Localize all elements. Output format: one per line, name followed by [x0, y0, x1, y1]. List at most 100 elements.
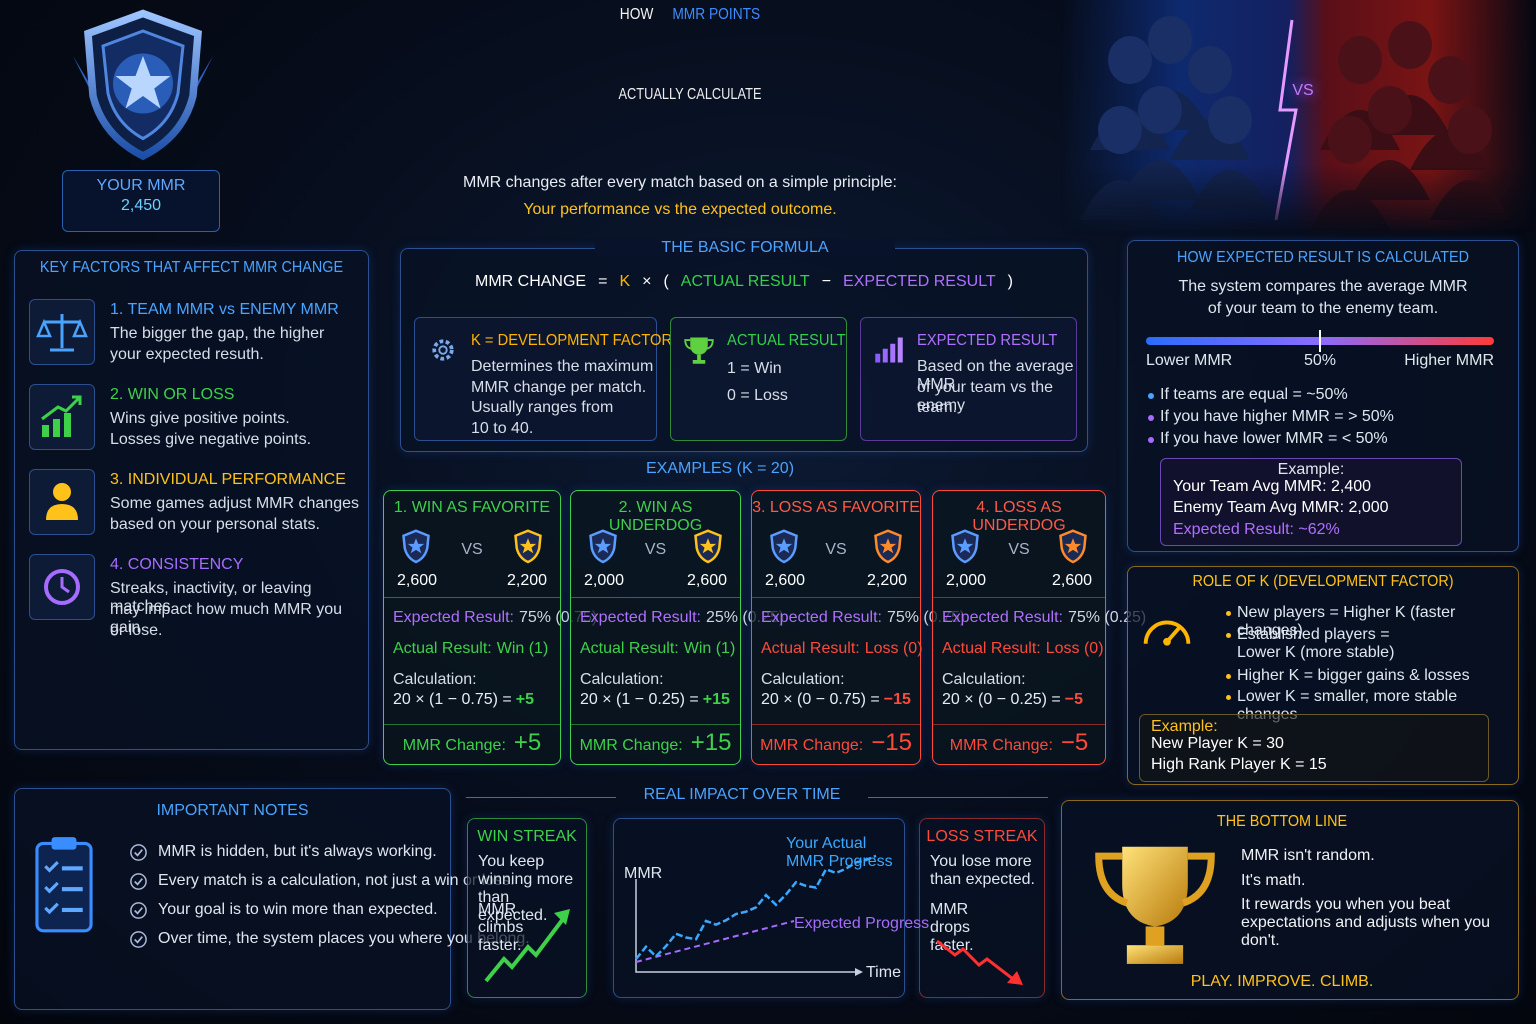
team-mmr: 2,600	[396, 572, 438, 589]
decor	[438, 345, 448, 355]
title-word: HOW	[619, 6, 654, 23]
decor	[1064, 538, 1082, 554]
key-factors-panel: KEY FACTORS THAT AFFECT MMR CHANGE 1. TEA…	[14, 250, 369, 750]
formula-box-text: Determines the maximum	[471, 358, 654, 375]
equation-part: ×	[642, 273, 652, 290]
streak-arrow	[478, 899, 578, 989]
impact-chart-panel: Your Actual MMR Progress Expected Progres…	[613, 818, 929, 998]
equation-part: EXPECTED RESULT	[843, 273, 996, 290]
formula-box-text: 1 = Win	[727, 360, 782, 377]
panel-text: of your team to the enemy team.	[1207, 300, 1439, 317]
rank-icon	[945, 527, 985, 567]
expected-row-label: Expected Result:	[393, 609, 514, 626]
decor	[697, 355, 701, 360]
decor	[1428, 56, 1472, 104]
decor	[44, 569, 80, 605]
note-text: MMR is hidden, but it's always working.	[158, 843, 437, 860]
example-card: 3. LOSS AS FAVORITE VS 2,600 2,200 Expected …	[751, 490, 965, 765]
intro: MMR changes after every match based on a…	[463, 174, 897, 191]
decor	[1368, 86, 1412, 134]
divider	[384, 724, 560, 725]
actual-row: Actual Result: Loss (0)	[761, 640, 923, 658]
bullet-text: Higher K = bigger gains & losses	[1237, 667, 1470, 684]
change-label: MMR Change:	[949, 737, 1053, 754]
bullet-dot	[1226, 611, 1231, 616]
decor	[44, 569, 80, 605]
chart-y-label: MMR	[624, 865, 663, 882]
principle: Your performance vs the expected outcome…	[523, 201, 837, 218]
rank-icon	[764, 527, 804, 567]
calc-result: −15	[883, 691, 911, 708]
enemy-mmr: 2,200	[506, 572, 548, 589]
factor-icon-box	[29, 554, 95, 620]
bottom-line-text: It rewards you when you beat expectation…	[1241, 896, 1491, 949]
card-title: 2. WIN AS UNDERDOG	[608, 499, 703, 534]
calc-label: Calculation:	[761, 671, 845, 688]
formula-icon	[869, 330, 909, 370]
divider	[384, 597, 560, 598]
decor	[1448, 106, 1492, 154]
decor	[130, 873, 147, 890]
factor-icon	[30, 470, 94, 534]
win-streak-panel: WIN STREAK You keep winning more than exp…	[467, 818, 587, 998]
card-title: 1. WIN AS FAVORITE	[393, 499, 551, 516]
vs-text: VS	[1008, 541, 1030, 558]
example-line: New Player K = 30	[1151, 735, 1284, 752]
formula-panel: THE BASIC FORMULA MMR CHANGE = K × (ACTUAL RE…	[400, 239, 1088, 452]
soldiers	[1060, 0, 1536, 236]
factor-text: Some games adjust MMR changes	[110, 495, 359, 512]
calc-result: +5	[515, 691, 534, 708]
check-icon	[129, 930, 148, 949]
decor	[1095, 846, 1215, 964]
decor	[1145, 926, 1165, 946]
decor	[879, 538, 897, 554]
decor	[1208, 96, 1252, 144]
calc-row: 20 × (1 − 0.25) = +15	[580, 691, 739, 709]
decor	[53, 483, 71, 501]
formula-icon	[679, 330, 719, 370]
factor-icon-box	[29, 384, 95, 450]
streak-text: MMR climbs faster.	[478, 901, 524, 954]
example-box: Example: Your Team Avg MMR: 2,400 Enemy Te…	[1160, 458, 1462, 546]
formula-box-text: MMR change per match.	[471, 378, 647, 396]
bullet-text: If you have lower MMR = < 50%	[1160, 430, 1388, 447]
factor-text: your expected resuth.	[110, 346, 264, 363]
calc-result: −5	[1064, 691, 1083, 708]
decor	[519, 538, 537, 554]
streak-arrow	[930, 937, 1036, 987]
factor-text: or lose.	[110, 622, 163, 639]
decor	[635, 920, 795, 963]
bullet-text: If teams are equal = ~50%	[1160, 386, 1348, 403]
decor	[770, 529, 798, 564]
shield-emblem	[48, 6, 238, 166]
expected-row: Expected Result: 75% (0.25)	[942, 609, 1146, 627]
call-to-action: PLAY. IMPROVE. CLIMB.	[1190, 973, 1374, 990]
divider	[752, 724, 920, 725]
calc-result: +15	[702, 691, 730, 708]
example-card: 4. LOSS AS UNDERDOG VS 2,000 2,600 Expected …	[932, 490, 1146, 765]
decor	[42, 425, 49, 437]
decor	[1328, 116, 1372, 164]
decor	[1080, 16, 1510, 230]
formula-box-text: Usually ranges from	[471, 399, 614, 416]
calc-label: Calculation:	[942, 671, 1026, 688]
decor	[130, 844, 147, 861]
decor	[36, 314, 88, 352]
bullet-dot	[1226, 695, 1231, 700]
decor	[484, 913, 568, 983]
change-row: MMR Change: −5	[933, 729, 1105, 757]
equation-part: ACTUAL RESULT	[680, 273, 810, 290]
decor	[875, 337, 903, 363]
example-result: Expected Result: ~62%	[1173, 521, 1340, 538]
decor	[402, 529, 430, 564]
actual-row-value: Loss (0)	[1045, 640, 1104, 657]
streak-text: You keep winning more than expected.	[478, 853, 574, 924]
calc-expression: 20 × (0 − 0.25) =	[942, 691, 1061, 708]
versus-art: VS	[1060, 0, 1536, 236]
decor	[41, 395, 82, 421]
decor	[130, 844, 147, 861]
decor	[514, 529, 542, 564]
actual-row-value: Loss (0)	[864, 640, 923, 657]
title-highlight: MMR POINTS	[672, 6, 761, 23]
